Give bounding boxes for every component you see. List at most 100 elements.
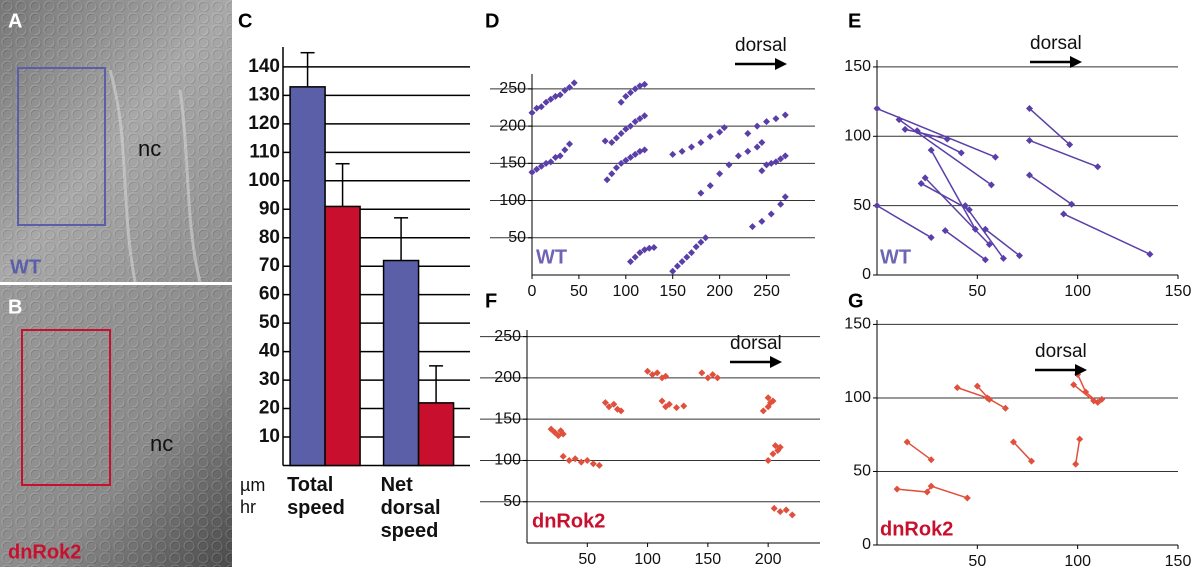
point bbox=[612, 164, 620, 172]
point bbox=[758, 138, 766, 146]
point bbox=[788, 511, 796, 519]
y-tick-label: 150 bbox=[844, 58, 871, 75]
point bbox=[953, 384, 961, 392]
x-tick-label: Net dorsal speed bbox=[380, 473, 441, 542]
x-tick-label: 0 bbox=[528, 283, 537, 300]
y-tick-label: 30 bbox=[259, 369, 280, 390]
x-tick-label: 200 bbox=[755, 551, 782, 567]
bar bbox=[417, 402, 455, 467]
genotype-label: WT bbox=[536, 246, 567, 268]
point bbox=[559, 452, 567, 460]
track-line bbox=[976, 385, 990, 400]
point bbox=[716, 170, 724, 178]
point bbox=[781, 152, 789, 160]
x-tick-label: 100 bbox=[612, 283, 639, 300]
point bbox=[943, 135, 951, 143]
point bbox=[636, 115, 644, 123]
point bbox=[764, 456, 772, 464]
point bbox=[725, 161, 733, 169]
point bbox=[631, 150, 639, 158]
point bbox=[1090, 397, 1098, 405]
point bbox=[627, 153, 635, 161]
point bbox=[720, 124, 728, 132]
point bbox=[528, 109, 536, 117]
genotype-label: dnRok2 bbox=[880, 518, 953, 540]
y-tick-label: 100 bbox=[499, 192, 526, 209]
point bbox=[547, 95, 555, 103]
y-tick-label: 150 bbox=[494, 410, 521, 427]
y-tick-label: 200 bbox=[494, 369, 521, 386]
point bbox=[547, 158, 555, 166]
point bbox=[706, 182, 714, 190]
point bbox=[631, 85, 639, 93]
point bbox=[1066, 141, 1074, 149]
y-tick-label: 20 bbox=[259, 398, 280, 419]
point bbox=[577, 458, 585, 466]
track-line bbox=[916, 130, 962, 154]
point bbox=[622, 92, 630, 100]
point bbox=[565, 456, 573, 464]
y-tick-label: 250 bbox=[499, 80, 526, 97]
point bbox=[714, 374, 722, 382]
point bbox=[963, 494, 971, 502]
point bbox=[617, 98, 625, 106]
track-line bbox=[876, 204, 932, 239]
panel-letter: F bbox=[485, 290, 497, 312]
bar bbox=[324, 205, 361, 467]
point bbox=[893, 485, 901, 493]
point bbox=[1146, 250, 1154, 258]
y-axis-label: µm hr bbox=[240, 474, 266, 517]
point bbox=[528, 168, 536, 176]
point bbox=[767, 210, 775, 218]
point bbox=[687, 249, 695, 257]
y-tick-label: 50 bbox=[853, 197, 871, 214]
y-tick-label: 100 bbox=[844, 389, 871, 406]
point bbox=[927, 146, 935, 154]
point bbox=[957, 149, 965, 157]
point bbox=[987, 181, 995, 189]
y-tick-label: 40 bbox=[259, 341, 280, 362]
point bbox=[537, 162, 545, 170]
x-tick-label: 100 bbox=[1064, 283, 1091, 300]
point bbox=[771, 442, 779, 450]
point bbox=[631, 253, 639, 261]
point bbox=[570, 79, 578, 87]
x-tick-label: 100 bbox=[634, 551, 661, 567]
x-tick-label: 150 bbox=[1165, 283, 1192, 300]
y-tick-label: 150 bbox=[499, 155, 526, 172]
point bbox=[927, 456, 935, 464]
point bbox=[692, 243, 700, 251]
point bbox=[769, 450, 777, 458]
panel-letter: A bbox=[8, 10, 22, 32]
point bbox=[595, 461, 603, 469]
point bbox=[758, 217, 766, 225]
point bbox=[901, 125, 909, 133]
point bbox=[873, 202, 881, 210]
point bbox=[641, 112, 649, 120]
point bbox=[981, 256, 989, 264]
y-tick-label: 60 bbox=[259, 284, 280, 305]
y-tick-label: 200 bbox=[499, 117, 526, 134]
point bbox=[683, 253, 691, 261]
y-tick-label: 50 bbox=[503, 493, 521, 510]
track-line bbox=[896, 485, 968, 499]
point bbox=[542, 98, 550, 106]
point bbox=[605, 403, 613, 411]
point bbox=[941, 227, 949, 235]
point bbox=[1026, 171, 1034, 179]
y-tick-label: 100 bbox=[494, 452, 521, 469]
micrograph-texture bbox=[0, 0, 232, 282]
point bbox=[561, 146, 569, 154]
y-tick-label: 50 bbox=[259, 312, 280, 333]
point bbox=[556, 152, 564, 160]
point bbox=[923, 488, 931, 496]
point bbox=[769, 397, 777, 405]
x-tick-label: 250 bbox=[753, 283, 780, 300]
y-tick-label: 80 bbox=[259, 227, 280, 248]
point bbox=[781, 193, 789, 201]
point bbox=[706, 133, 714, 141]
panel-letter: C bbox=[238, 10, 252, 32]
point bbox=[1026, 136, 1034, 144]
region-label: nc bbox=[150, 431, 173, 456]
